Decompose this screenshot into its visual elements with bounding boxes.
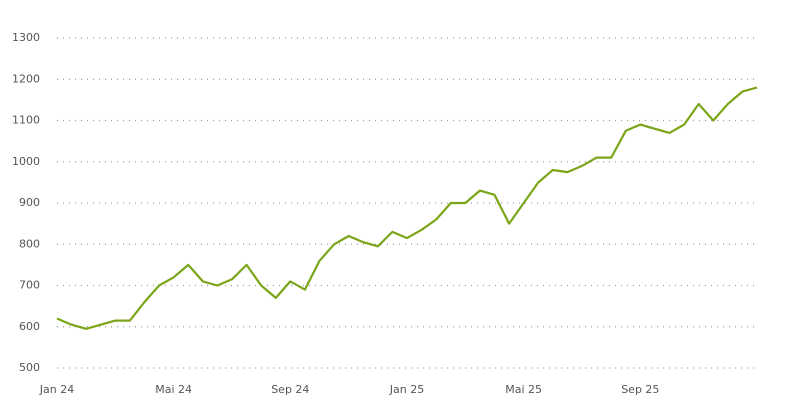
y-tick-label: 600 (19, 320, 40, 333)
x-tick-label: Jan 25 (389, 383, 424, 396)
x-tick-label: Sep 25 (621, 383, 659, 396)
x-tick-label: Mai 25 (505, 383, 542, 396)
y-tick-label: 1300 (12, 31, 40, 44)
y-tick-label: 1100 (12, 114, 40, 127)
y-tick-label: 500 (19, 361, 40, 374)
line-series (56, 86, 758, 330)
y-tick-label: 1200 (12, 72, 40, 85)
y-tick-label: 700 (19, 279, 40, 292)
x-tick-label: Jan 24 (39, 383, 74, 396)
x-tick-label: Sep 24 (271, 383, 309, 396)
y-tick-label: 800 (19, 237, 40, 250)
y-tick-label: 1000 (12, 155, 40, 168)
y-tick-label: 900 (19, 196, 40, 209)
x-tick-label: Mai 24 (155, 383, 192, 396)
